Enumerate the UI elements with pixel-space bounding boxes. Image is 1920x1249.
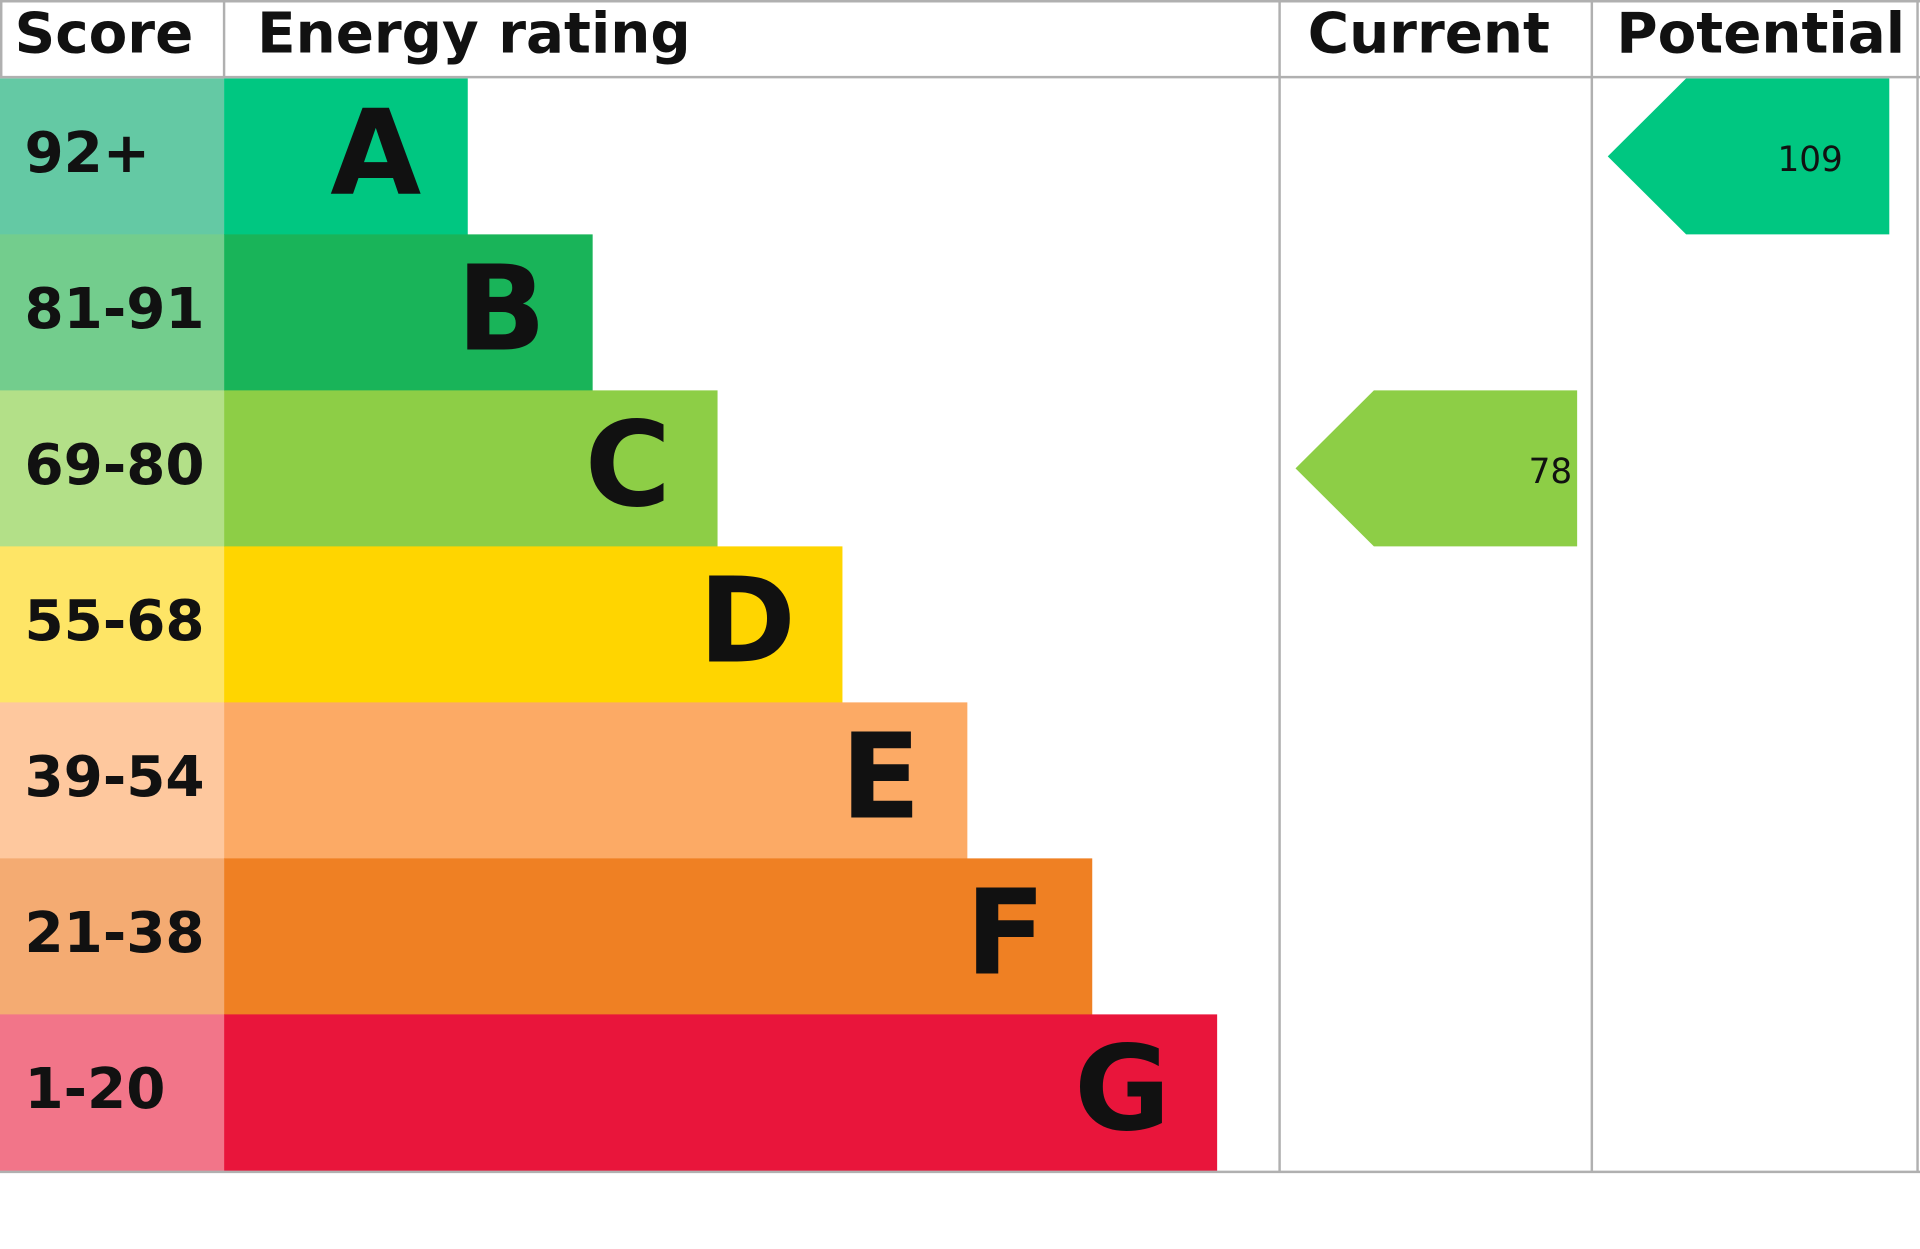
rating-letter: C (585, 396, 671, 533)
current-header: Current (1308, 1, 1550, 66)
current-arrow (1295, 390, 1578, 547)
score-range: 92+ (24, 121, 150, 186)
potential-value: 109 (1777, 140, 1842, 180)
score-cell (0, 858, 225, 1015)
score-range: 55-68 (24, 589, 204, 654)
rating-header: Energy rating (257, 1, 691, 66)
score-cell (0, 390, 225, 547)
current-value: 78 (1529, 452, 1573, 492)
potential-header: Potential (1616, 1, 1905, 66)
rating-bar (224, 390, 718, 547)
score-range: 39-54 (24, 745, 204, 810)
potential-indicator: 109 (1607, 78, 1890, 235)
rating-bar (224, 78, 468, 235)
rating-letter: G (1074, 1021, 1170, 1158)
rating-letter: F (965, 864, 1045, 1001)
rating-bar (224, 858, 1093, 1015)
score-cell (0, 1014, 225, 1171)
score-range: 69-80 (24, 433, 204, 498)
current-indicator: 78 (1295, 390, 1578, 547)
score-range: 1-20 (24, 1057, 165, 1122)
score-cell (0, 546, 225, 703)
score-cell (0, 234, 225, 391)
potential-arrow (1607, 78, 1890, 235)
score-cell (0, 78, 225, 235)
rating-bar (224, 1014, 1218, 1171)
rating-letter: A (330, 84, 421, 221)
rating-bar (224, 702, 968, 859)
rating-letter: B (457, 240, 547, 377)
rating-letter: D (698, 552, 796, 689)
rating-bar (224, 234, 593, 391)
rating-bar (224, 546, 843, 703)
score-range: 21-38 (24, 901, 204, 966)
rating-letter: E (841, 708, 921, 845)
score-cell (0, 702, 225, 859)
score-range: 81-91 (24, 277, 204, 342)
score-header: Score (15, 1, 194, 66)
